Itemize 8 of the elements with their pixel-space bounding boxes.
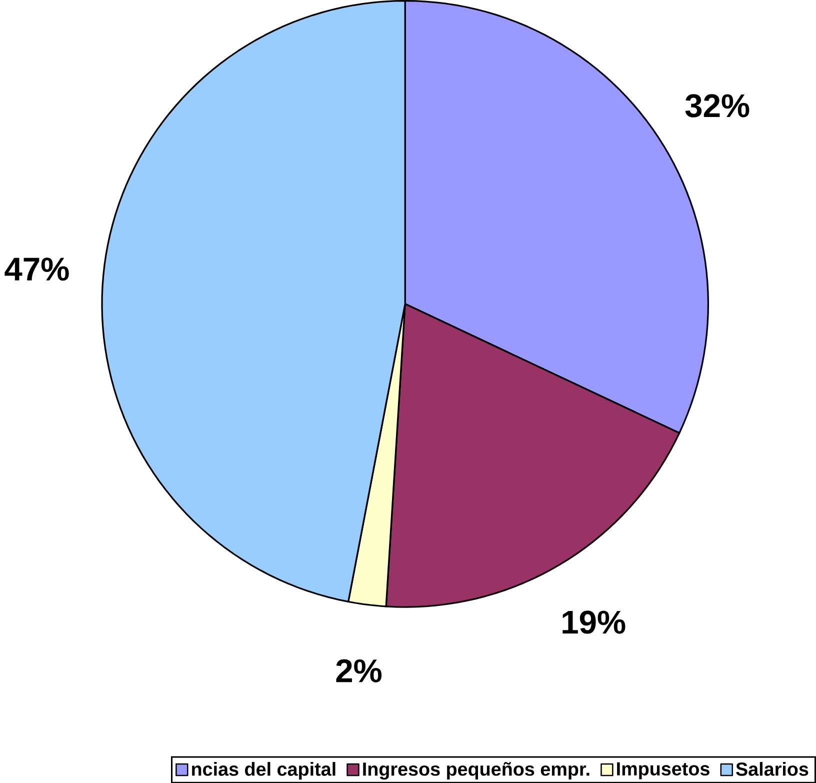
data-label: 32% xyxy=(685,94,750,118)
legend-label: Impusetos xyxy=(617,762,710,780)
legend-label: Salarios xyxy=(736,762,808,776)
legend-label: Ingresos pequeños empr. xyxy=(363,762,590,780)
data-label: 19% xyxy=(562,610,626,634)
data-label: 2% xyxy=(336,659,382,682)
data-label: 47% xyxy=(4,257,69,280)
legend-label: ncias del capital xyxy=(192,762,336,780)
